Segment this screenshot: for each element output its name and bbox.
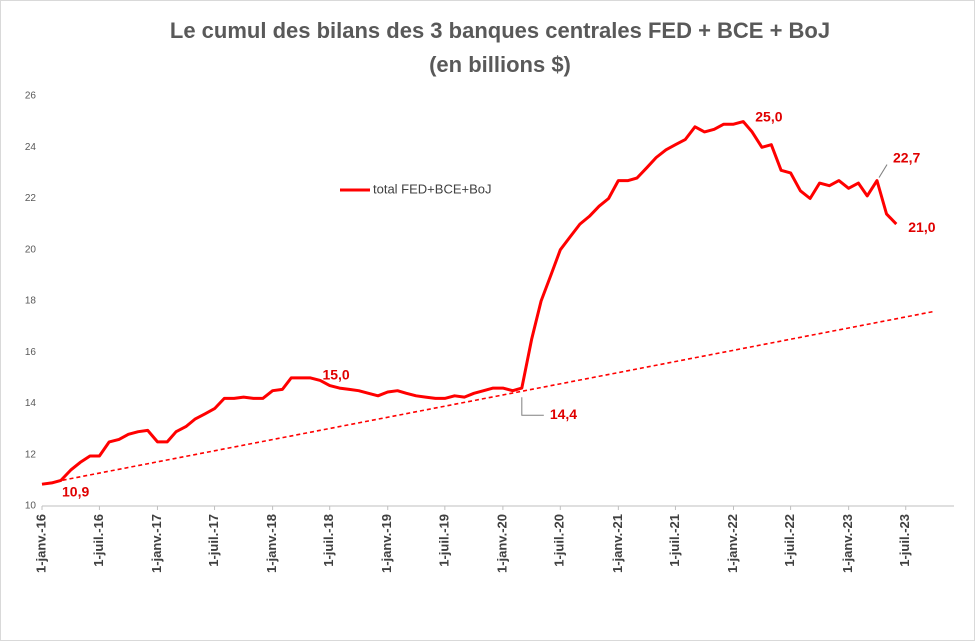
annotation: 15,0 <box>322 367 349 383</box>
x-tick-label: 1-janv.-16 <box>33 514 48 573</box>
x-tick-label: 1-juil.-18 <box>321 514 336 567</box>
x-tick-label: 1-juil.-16 <box>91 514 106 567</box>
trend-line <box>41 310 935 485</box>
y-tick-label: 12 <box>25 449 37 460</box>
x-tick-label: 1-janv.-23 <box>840 514 855 573</box>
y-tick-label: 22 <box>25 193 37 204</box>
y-tick-label: 10 <box>25 501 37 512</box>
x-tick-label: 1-juil.-19 <box>436 514 451 567</box>
y-tick-label: 14 <box>25 398 37 409</box>
annotation-leader <box>878 164 888 178</box>
x-tick-label: 1-janv.-18 <box>264 514 279 573</box>
x-tick-label: 1-janv.-22 <box>725 514 740 573</box>
annotation-leader <box>521 397 544 416</box>
x-tick-label: 1-juil.-17 <box>206 514 221 567</box>
y-tick-label: 16 <box>25 347 37 358</box>
x-tick-label: 1-janv.-19 <box>379 514 394 573</box>
annotation: 25,0 <box>755 108 782 124</box>
chart-subtitle: (en billions $) <box>429 52 571 77</box>
x-tick-label: 1-janv.-20 <box>494 514 509 573</box>
legend-label: total FED+BCE+BoJ <box>373 181 492 196</box>
y-tick-label: 24 <box>25 142 37 153</box>
annotation: 14,4 <box>550 406 577 422</box>
x-tick-label: 1-janv.-21 <box>610 514 625 573</box>
series-line <box>41 120 898 486</box>
annotation: 21,0 <box>908 219 935 235</box>
y-tick-label: 18 <box>25 296 37 307</box>
annotation: 22,7 <box>893 149 920 165</box>
x-tick-label: 1-janv.-17 <box>149 514 164 573</box>
y-tick-label: 26 <box>25 91 37 102</box>
x-tick-label: 1-juil.-21 <box>667 514 682 567</box>
chart-title: Le cumul des bilans des 3 banques centra… <box>170 18 830 43</box>
annotation: 10,9 <box>62 484 89 500</box>
y-tick-label: 20 <box>25 244 37 255</box>
x-tick-label: 1-juil.-20 <box>552 514 567 567</box>
x-tick-label: 1-juil.-23 <box>897 514 912 567</box>
x-tick-label: 1-juil.-22 <box>782 514 797 567</box>
